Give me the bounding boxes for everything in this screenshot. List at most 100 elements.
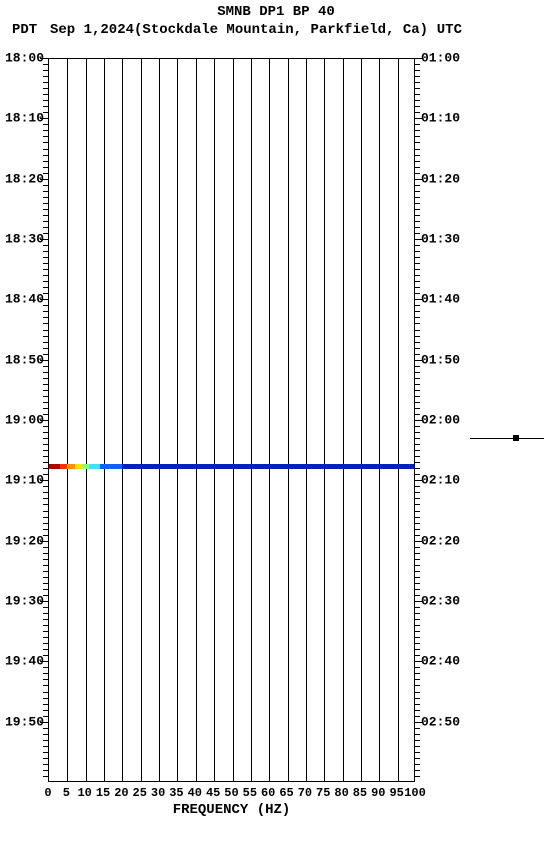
y-minor-tick bbox=[415, 450, 420, 451]
y-minor-tick bbox=[415, 444, 420, 445]
x-gridline bbox=[306, 59, 307, 781]
y-tick-left: 18:20 bbox=[5, 171, 44, 186]
y-minor-tick bbox=[43, 142, 48, 143]
y-minor-tick bbox=[43, 197, 48, 198]
y-tick-right: 02:30 bbox=[421, 594, 460, 609]
y-minor-tick bbox=[43, 173, 48, 174]
y-minor-tick bbox=[415, 227, 420, 228]
y-minor-tick bbox=[415, 456, 420, 457]
y-minor-tick bbox=[43, 432, 48, 433]
y-minor-tick bbox=[415, 396, 420, 397]
y-minor-tick bbox=[415, 305, 420, 306]
y-minor-tick bbox=[43, 305, 48, 306]
y-minor-tick bbox=[43, 233, 48, 234]
y-tick-left: 18:10 bbox=[5, 111, 44, 126]
y-minor-tick bbox=[415, 354, 420, 355]
y-minor-tick bbox=[415, 517, 420, 518]
y-minor-tick bbox=[415, 233, 420, 234]
y-minor-tick bbox=[43, 64, 48, 65]
y-minor-tick bbox=[43, 613, 48, 614]
x-gridline bbox=[196, 59, 197, 781]
y-minor-tick bbox=[43, 716, 48, 717]
y-minor-tick bbox=[43, 336, 48, 337]
y-minor-tick bbox=[43, 637, 48, 638]
y-minor-tick bbox=[43, 692, 48, 693]
x-gridline bbox=[269, 59, 270, 781]
y-minor-tick bbox=[415, 366, 420, 367]
y-minor-tick bbox=[43, 511, 48, 512]
y-minor-tick bbox=[43, 82, 48, 83]
x-gridline bbox=[288, 59, 289, 781]
y-minor-tick bbox=[415, 583, 420, 584]
y-minor-tick bbox=[415, 142, 420, 143]
y-minor-tick bbox=[43, 517, 48, 518]
y-minor-tick bbox=[415, 504, 420, 505]
y-minor-tick bbox=[43, 498, 48, 499]
y-minor-tick bbox=[43, 390, 48, 391]
y-minor-tick bbox=[43, 523, 48, 524]
y-tick-right: 02:00 bbox=[421, 413, 460, 428]
x-gridline bbox=[159, 59, 160, 781]
spectrogram-segment bbox=[75, 464, 82, 469]
y-minor-tick bbox=[43, 149, 48, 150]
y-minor-tick bbox=[415, 130, 420, 131]
y-major-tick bbox=[415, 179, 423, 180]
y-minor-tick bbox=[415, 161, 420, 162]
y-minor-tick bbox=[43, 685, 48, 686]
x-gridline bbox=[398, 59, 399, 781]
y-minor-tick bbox=[415, 100, 420, 101]
x-tick-label: 5 bbox=[63, 786, 70, 800]
y-minor-tick bbox=[43, 191, 48, 192]
y-minor-tick bbox=[43, 776, 48, 777]
y-minor-tick bbox=[415, 571, 420, 572]
y-minor-tick bbox=[43, 209, 48, 210]
y-minor-tick bbox=[43, 396, 48, 397]
y-minor-tick bbox=[43, 354, 48, 355]
x-gridline bbox=[251, 59, 252, 781]
y-minor-tick bbox=[415, 88, 420, 89]
y-minor-tick bbox=[415, 136, 420, 137]
y-minor-tick bbox=[43, 414, 48, 415]
y-minor-tick bbox=[415, 263, 420, 264]
y-minor-tick bbox=[43, 251, 48, 252]
y-minor-tick bbox=[43, 203, 48, 204]
y-minor-tick bbox=[43, 492, 48, 493]
y-tick-left: 19:30 bbox=[5, 594, 44, 609]
x-tick-label: 40 bbox=[188, 786, 202, 800]
y-minor-tick bbox=[415, 245, 420, 246]
y-minor-tick bbox=[415, 94, 420, 95]
y-minor-tick bbox=[43, 571, 48, 572]
y-tick-left: 19:40 bbox=[5, 654, 44, 669]
y-major-tick bbox=[415, 58, 423, 59]
y-minor-tick bbox=[415, 82, 420, 83]
y-tick-left: 19:20 bbox=[5, 533, 44, 548]
y-minor-tick bbox=[43, 504, 48, 505]
y-minor-tick bbox=[415, 685, 420, 686]
plot-area bbox=[48, 58, 415, 782]
spectrogram-segment bbox=[60, 464, 67, 469]
y-tick-right: 01:10 bbox=[421, 111, 460, 126]
y-minor-tick bbox=[43, 245, 48, 246]
y-minor-tick bbox=[43, 323, 48, 324]
y-minor-tick bbox=[43, 704, 48, 705]
y-tick-right: 02:10 bbox=[421, 473, 460, 488]
y-minor-tick bbox=[415, 655, 420, 656]
y-minor-tick bbox=[415, 311, 420, 312]
y-minor-tick bbox=[415, 281, 420, 282]
y-minor-tick bbox=[43, 155, 48, 156]
spectrogram-segment bbox=[49, 464, 60, 469]
y-minor-tick bbox=[43, 631, 48, 632]
x-tick-label: 90 bbox=[371, 786, 385, 800]
y-minor-tick bbox=[43, 342, 48, 343]
x-gridline bbox=[86, 59, 87, 781]
chart-title: SMNB DP1 BP 40 bbox=[0, 4, 552, 20]
y-minor-tick bbox=[415, 698, 420, 699]
legend-mark bbox=[470, 438, 544, 439]
y-minor-tick bbox=[415, 173, 420, 174]
y-minor-tick bbox=[43, 227, 48, 228]
x-gridline bbox=[233, 59, 234, 781]
y-major-tick bbox=[40, 360, 48, 361]
y-minor-tick bbox=[43, 378, 48, 379]
x-gridline bbox=[324, 59, 325, 781]
spectrogram-segment bbox=[122, 464, 415, 469]
